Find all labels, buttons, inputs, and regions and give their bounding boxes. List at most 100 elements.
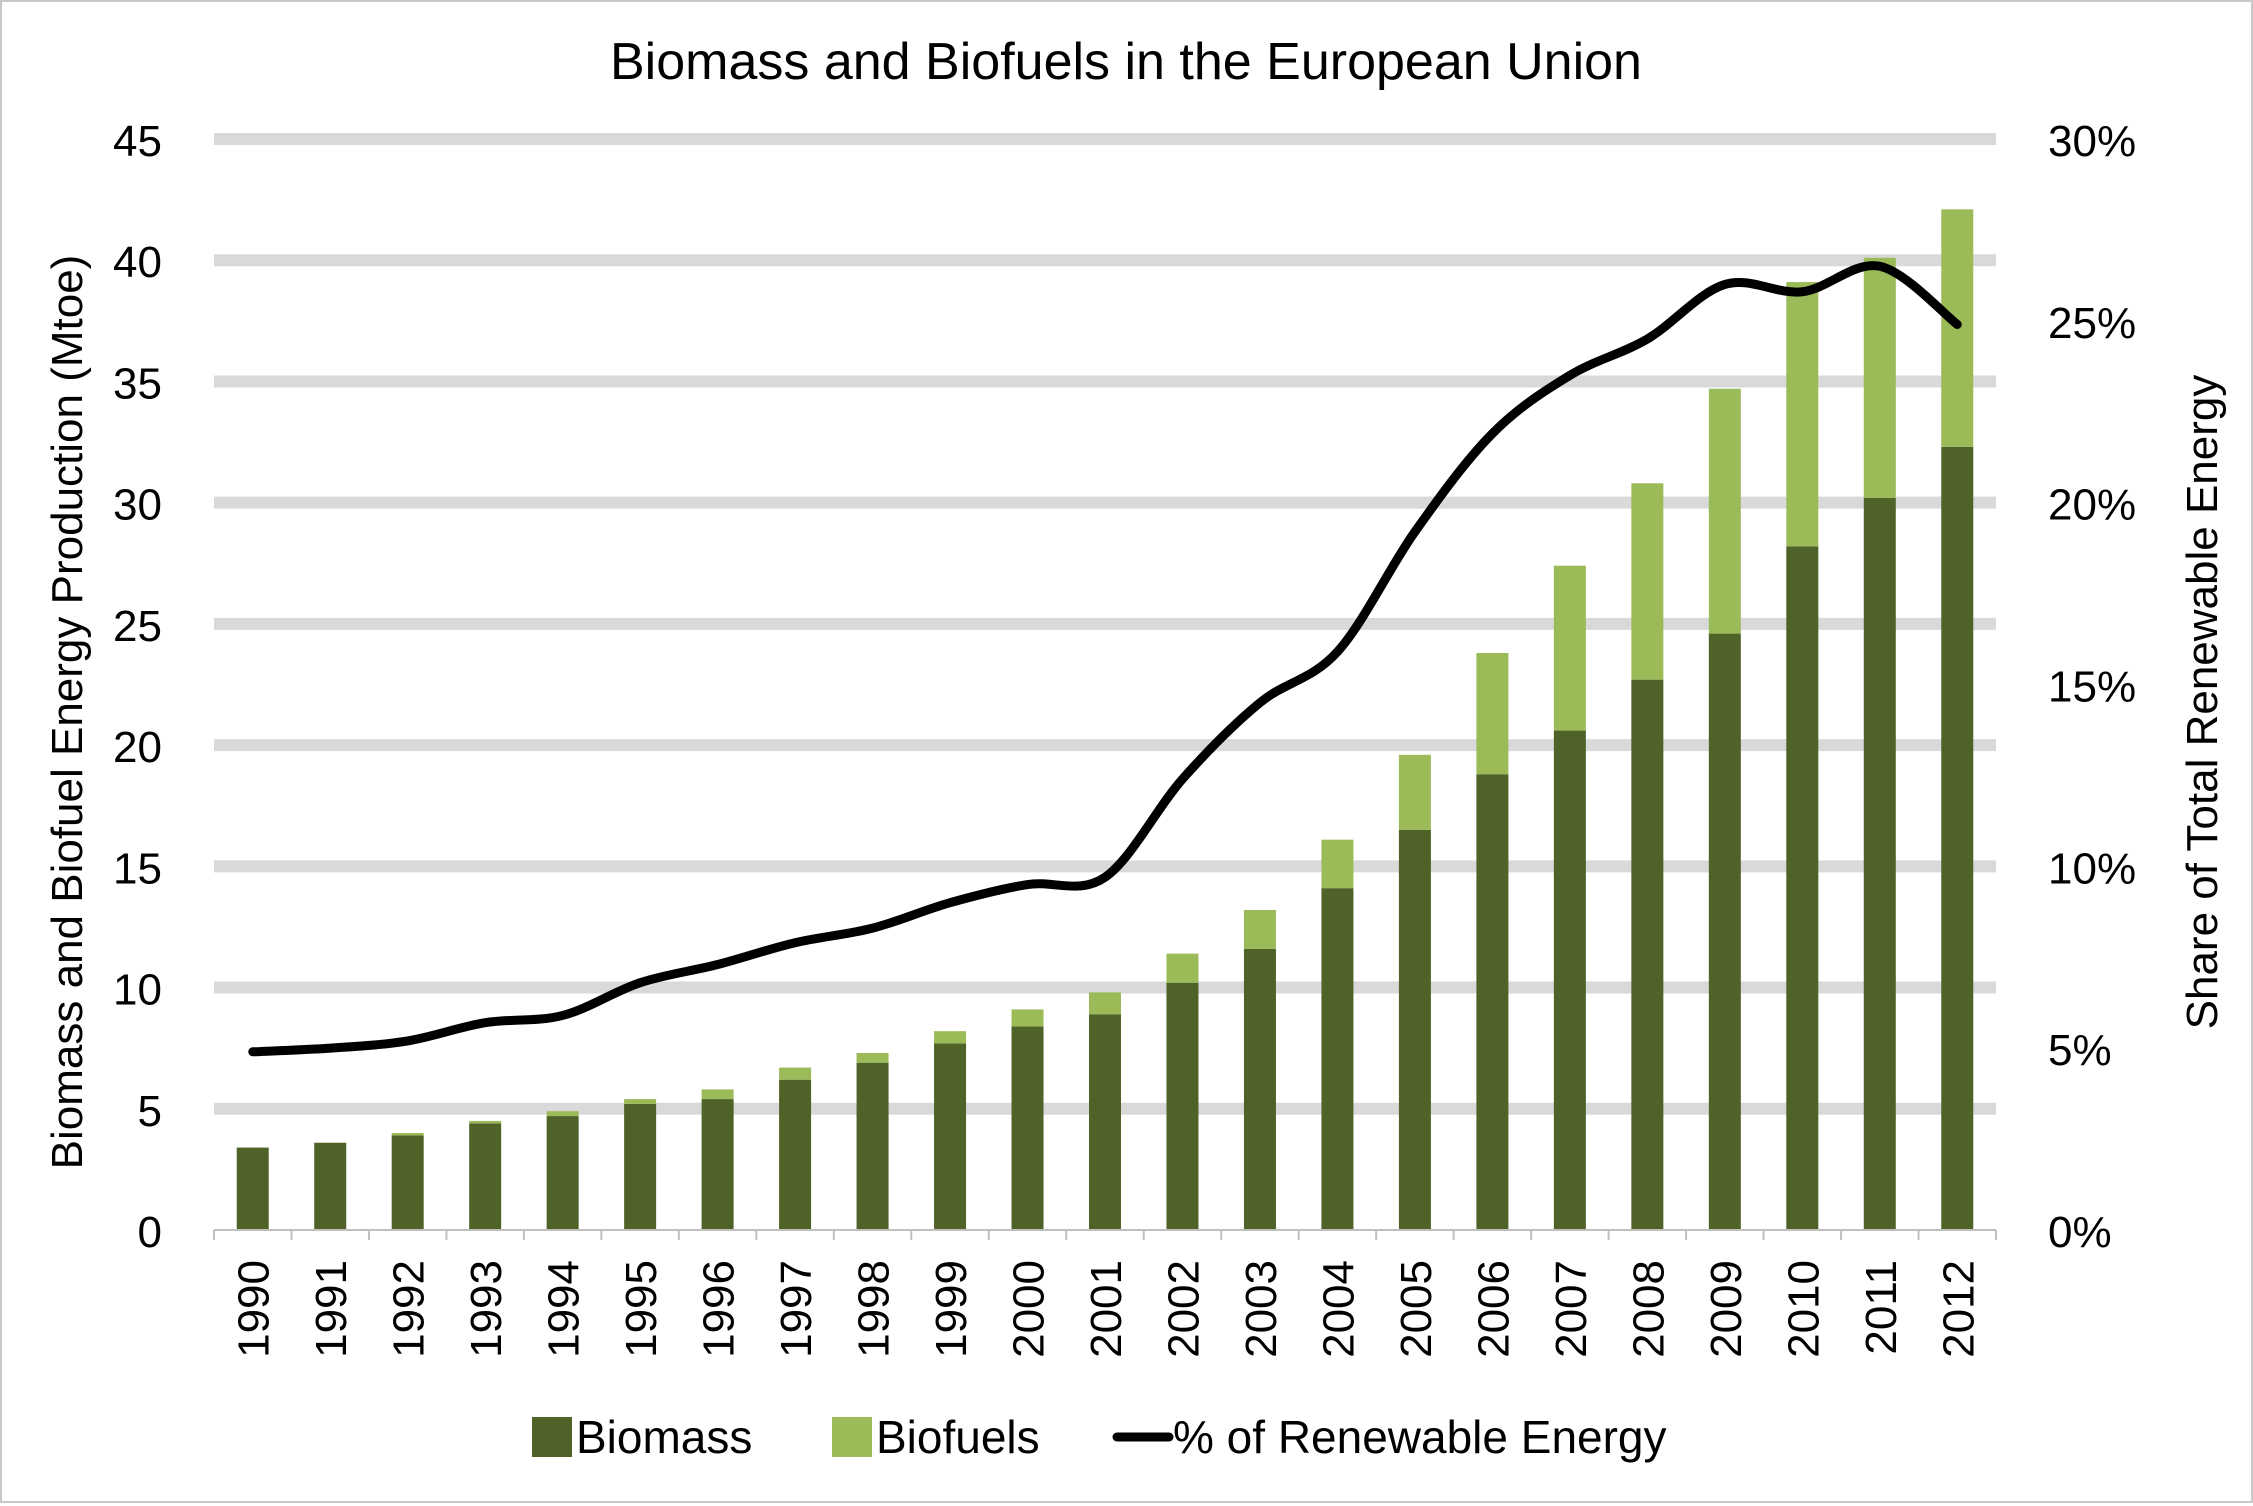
legend-swatch <box>532 1417 572 1457</box>
bar-biofuels-2004 <box>1321 839 1354 889</box>
y-tick-label: 0 <box>138 1208 162 1257</box>
bar-biofuels-2005 <box>1398 754 1431 830</box>
x-tick-label: 2006 <box>1469 1260 1518 1358</box>
bar-biomass-2012 <box>1941 446 1974 1231</box>
line-renewable-share <box>248 261 1962 1057</box>
legend-item: % of Renewable Energy <box>1112 1411 1667 1463</box>
x-tick-label: 2003 <box>1237 1260 1286 1358</box>
y-axis-title: Biomass and Biofuel Energy Production (M… <box>43 255 92 1170</box>
bar-biomass-2010 <box>1786 546 1819 1230</box>
x-tick-label: 1999 <box>927 1260 976 1358</box>
bar-biomass-2003 <box>1243 948 1276 1230</box>
y-tick-label: 20 <box>113 723 162 772</box>
y-tick-label: 35 <box>113 359 162 408</box>
y-tick-label: 10 <box>113 966 162 1015</box>
legend-swatch <box>832 1417 872 1457</box>
axes: 0 5 10 15 20 25 30 35 40 45 0% 5% 10% 15% 20% 25% 30% 199… <box>113 117 2136 1358</box>
bar-biomass-2007 <box>1553 730 1586 1230</box>
bars <box>236 209 1974 1231</box>
legend-item: Biofuels <box>832 1411 1040 1463</box>
y-tick-label: 5 <box>138 1087 162 1136</box>
bar-biofuels-1997 <box>779 1067 812 1080</box>
y-tick-label: 40 <box>113 238 162 287</box>
bar-biofuels-1996 <box>701 1089 734 1100</box>
legend-item: Biomass <box>532 1411 752 1463</box>
bar-biomass-1990 <box>236 1147 269 1230</box>
bar-biomass-1996 <box>701 1099 734 1230</box>
y-tick-label: 30 <box>113 481 162 530</box>
x-tick-label: 2007 <box>1547 1260 1596 1358</box>
bar-biofuels-2003 <box>1243 909 1276 949</box>
y2-tick-label: 0% <box>2048 1208 2112 1257</box>
y-tick-label: 15 <box>113 844 162 893</box>
bar-biomass-1992 <box>391 1135 424 1230</box>
bar-biomass-1991 <box>314 1142 347 1230</box>
y2-tick-label: 30% <box>2048 117 2136 166</box>
bar-biofuels-1992 <box>391 1133 424 1136</box>
x-tick-label: 1994 <box>540 1260 589 1358</box>
x-tick-label: 1998 <box>850 1260 899 1358</box>
renewable-share-line <box>248 261 1962 1057</box>
bar-biofuels-2002 <box>1166 953 1199 983</box>
x-tick-label: 1991 <box>307 1260 356 1358</box>
bar-biofuels-1995 <box>624 1099 657 1104</box>
x-tick-label: 1995 <box>617 1260 666 1358</box>
x-tick-label: 2004 <box>1314 1260 1363 1358</box>
bar-biofuels-2000 <box>1011 1009 1044 1027</box>
x-tick-label: 2012 <box>1934 1260 1983 1358</box>
x-tick-label: 1993 <box>462 1260 511 1358</box>
bar-biofuels-1993 <box>469 1120 502 1124</box>
x-tick-label: 2010 <box>1779 1260 1828 1358</box>
y2-tick-label: 10% <box>2048 844 2136 893</box>
bar-biomass-2004 <box>1321 888 1354 1230</box>
bar-biomass-1997 <box>779 1079 812 1230</box>
x-tick-label: 1992 <box>385 1260 434 1358</box>
bar-biofuels-2001 <box>1089 992 1121 1015</box>
y-tick-label: 25 <box>113 602 162 651</box>
bar-biomass-1993 <box>469 1123 502 1230</box>
bar-biomass-1998 <box>856 1062 889 1230</box>
bar-biomass-1995 <box>624 1103 657 1230</box>
x-tick-label: 2009 <box>1702 1260 1751 1358</box>
bar-biomass-2009 <box>1708 633 1741 1230</box>
bar-biomass-2008 <box>1631 679 1664 1230</box>
bar-biofuels-1999 <box>934 1031 967 1044</box>
bar-biomass-1999 <box>934 1043 967 1230</box>
x-tick-label: 1997 <box>772 1260 821 1358</box>
x-tick-label: 2008 <box>1624 1260 1673 1358</box>
bar-biomass-2006 <box>1476 774 1509 1230</box>
legend-label: Biomass <box>576 1411 752 1463</box>
legend-label: Biofuels <box>876 1411 1040 1463</box>
bar-biofuels-2008 <box>1631 483 1664 680</box>
legend-label: % of Renewable Energy <box>1173 1411 1667 1463</box>
x-tick-label: 2001 <box>1082 1260 1131 1358</box>
x-tick-label: 2011 <box>1857 1260 1906 1355</box>
gridlines <box>214 133 1996 1115</box>
y2-tick-label: 20% <box>2048 481 2136 530</box>
bar-biofuels-1998 <box>856 1053 889 1063</box>
y2-tick-label: 5% <box>2048 1026 2112 1075</box>
bar-biofuels-1994 <box>546 1111 579 1117</box>
bar-biofuels-2007 <box>1553 565 1586 731</box>
y2-tick-label: 15% <box>2048 663 2136 712</box>
x-tick-label: 2005 <box>1392 1260 1441 1358</box>
x-tick-label: 1990 <box>230 1260 279 1358</box>
x-tick-label: 2000 <box>1005 1260 1054 1358</box>
chart-title: Biomass and Biofuels in the European Uni… <box>610 33 1642 91</box>
bar-biomass-2001 <box>1089 1014 1121 1230</box>
bar-biofuels-2009 <box>1708 388 1741 634</box>
bar-biomass-2011 <box>1863 497 1896 1231</box>
x-tick-label: 2002 <box>1159 1260 1208 1358</box>
bar-biomass-2000 <box>1011 1026 1044 1230</box>
bar-biomass-1994 <box>546 1116 579 1230</box>
bar-biofuels-2006 <box>1476 652 1509 775</box>
y2-tick-label: 25% <box>2048 299 2136 348</box>
bar-biomass-2002 <box>1166 982 1199 1230</box>
legend: Biomass Biofuels % of Renewable Energy <box>532 1411 1667 1463</box>
bar-biomass-2005 <box>1398 829 1431 1230</box>
bar-biofuels-2011 <box>1863 257 1896 498</box>
y-tick-label: 45 <box>113 117 162 166</box>
x-tick-label: 1996 <box>695 1260 744 1358</box>
